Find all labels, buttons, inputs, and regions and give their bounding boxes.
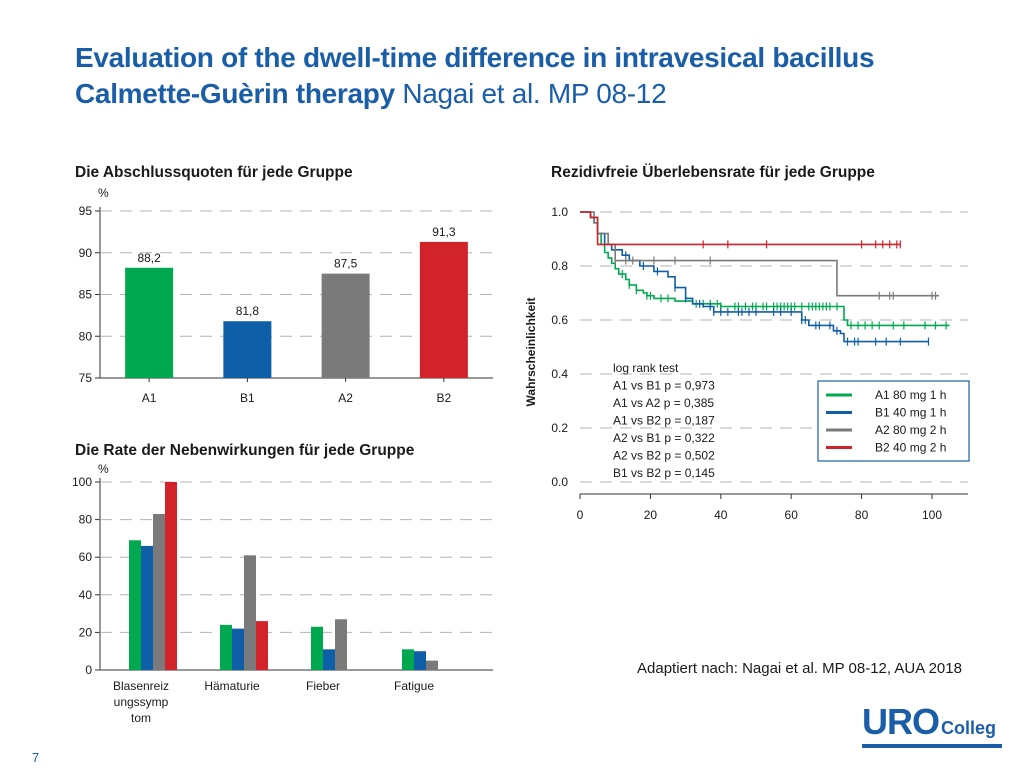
slide-title-main: Evaluation of the dwell-time difference … [75,42,875,109]
completion-x-tick-label: B1 [240,391,255,405]
completion-bar-a1 [125,267,174,378]
completion-bar-b1 [223,321,272,378]
sideeffect-bar-group-2 [232,628,244,670]
completion-y-unit: % [98,186,109,200]
km-legend-label: A2 80 mg 2 h [875,423,946,437]
completion-y-tick-label: 95 [79,204,93,218]
completion-value-label: 87,5 [334,257,358,271]
completion-y-tick-label: 90 [79,246,93,260]
slide-title-citation: Nagai et al. MP 08-12 [394,78,667,109]
km-y-tick-label: 1.0 [551,205,568,219]
sideeffect-y-tick-label: 40 [79,588,93,602]
km-curve-b2 [580,211,901,246]
km-x-tick-label: 60 [785,508,799,522]
sideeffect-x-tick-label: Fieber [306,679,340,693]
completion-x-tick-label: A2 [338,391,353,405]
completion-x-tick-label: A1 [142,391,157,405]
km-chart-title: Rezidivfreie Überlebensrate für jede Gru… [551,164,875,181]
km-logrank-pvalue: A2 vs B1 p = 0,322 [613,431,715,445]
sideeffect-x-tick-label: Hämaturie [204,679,260,693]
km-logrank-pvalue: A1 vs B1 p = 0,973 [613,379,715,393]
km-y-tick-label: 0.2 [551,421,568,435]
km-x-tick-label: 0 [577,508,584,522]
logo-sub-text: Colleg [941,718,997,738]
sideeffect-y-tick-label: 60 [79,550,93,564]
km-y-tick-label: 0.6 [551,313,568,327]
sideeffect-bar-group-3 [335,619,347,670]
sideeffect-bar-group-4 [256,621,268,670]
km-x-tick-label: 80 [855,508,869,522]
sideeffect-y-unit: % [98,462,109,476]
km-y-tick-label: 0.8 [551,259,568,273]
km-curve-a2 [580,211,940,297]
km-curve-b1 [580,211,929,343]
sideeffect-y-tick-label: 80 [79,513,93,527]
km-y-tick-label: 0.4 [551,367,568,381]
completion-value-label: 81,8 [236,304,260,318]
km-logrank-title: log rank test [613,361,679,375]
sideeffect-bar-group-4 [165,482,177,670]
km-logrank-pvalue: A1 vs B2 p = 0,187 [613,414,715,428]
page-number: 7 [32,750,40,765]
sideeffect-bar-group-1 [311,626,323,670]
sideeffect-bar-group-2 [323,649,335,670]
sideeffect-x-tick-label: ungssymp [114,695,169,709]
km-logrank-pvalue: A2 vs B2 p = 0,502 [613,449,715,463]
completion-bar-b2 [419,241,468,378]
sideeffect-y-tick-label: 0 [85,663,92,677]
km-y-axis-label: Wahrscheinlichkeit [524,298,538,407]
km-y-tick-label: 0.0 [551,475,568,489]
km-legend-label: B1 40 mg 1 h [875,406,946,420]
sideeffect-y-tick-label: 20 [79,625,93,639]
logo-main-text: URO [862,701,940,742]
completion-value-label: 91,3 [432,225,456,239]
sideeffect-x-tick-label: Blasenreiz [113,679,169,693]
sideeffect-x-tick-label: tom [131,711,151,725]
source-note: Adaptiert nach: Nagai et al. MP 08-12, A… [637,660,962,677]
completion-y-tick-label: 85 [79,288,93,302]
sideeffect-chart-title: Die Rate der Nebenwirkungen für jede Gru… [75,442,415,459]
km-x-tick-label: 40 [714,508,728,522]
completion-bar-a2 [321,273,370,378]
km-x-tick-label: 20 [644,508,658,522]
completion-y-tick-label: 80 [79,329,93,343]
km-logrank-pvalue: A1 vs A2 p = 0,385 [613,396,714,410]
km-legend-label: A1 80 mg 1 h [875,388,946,402]
sideeffect-bar-group-1 [402,649,414,670]
km-x-tick-label: 100 [922,508,942,522]
completion-x-tick-label: B2 [437,391,452,405]
km-logrank-pvalue: B1 vs B2 p = 0,145 [613,466,715,480]
sideeffect-bar-group-1 [220,624,232,670]
urocolleg-logo: URO Colleg [862,701,1002,748]
sideeffect-bar-group-2 [141,545,153,670]
completion-value-label: 88,2 [137,251,161,265]
sideeffect-bar-group-2 [414,651,426,670]
sideeffect-bar-group-3 [153,513,165,670]
sideeffect-bar-group-3 [426,660,438,670]
slide-title: Evaluation of the dwell-time difference … [75,40,975,112]
sideeffect-y-tick-label: 100 [72,475,92,489]
logo-underline [862,744,1002,748]
completion-y-tick-label: 75 [79,371,93,385]
sideeffect-x-tick-label: Fatigue [394,679,434,693]
km-curve-a1 [580,211,950,327]
sideeffect-bar-group-3 [244,555,256,670]
completion-chart-title: Die Abschlussquoten für jede Gruppe [75,164,353,181]
sideeffect-bar-group-1 [129,540,141,670]
km-legend-label: B2 40 mg 2 h [875,441,946,455]
